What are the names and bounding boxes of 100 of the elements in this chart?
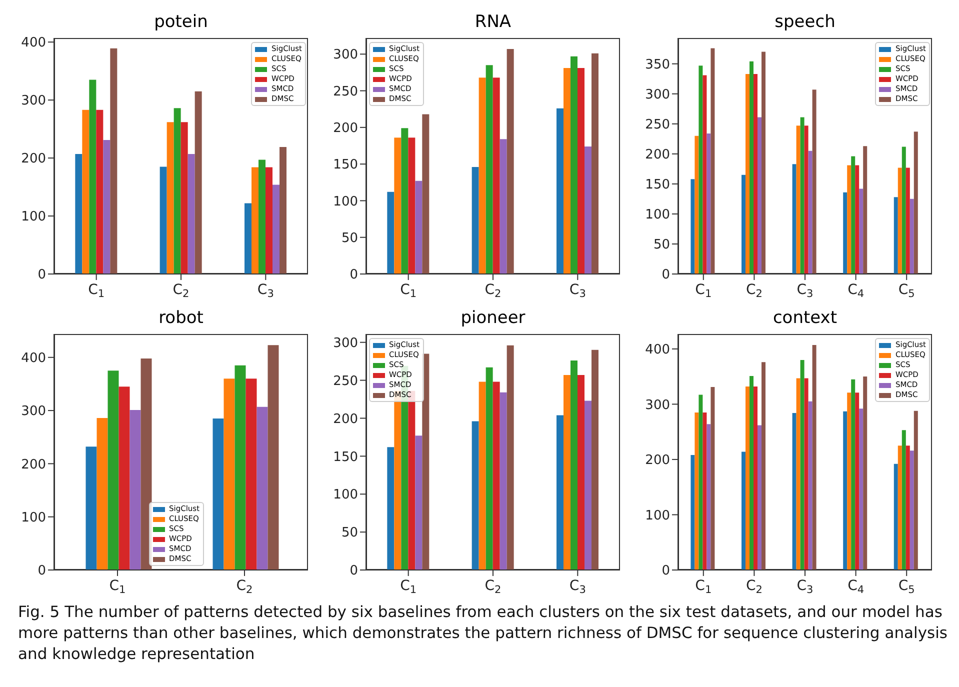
bar: [796, 126, 800, 274]
bar: [564, 374, 570, 570]
bar: [82, 110, 90, 274]
bar: [902, 146, 906, 274]
y-tick-label: 50: [341, 526, 358, 541]
y-tick-label: 50: [341, 230, 358, 246]
x-tick-label: C$_{2}$: [236, 578, 253, 596]
bar: [792, 413, 796, 570]
y-tick-label: 250: [645, 117, 670, 132]
bar: [472, 166, 479, 274]
bar: [266, 167, 272, 274]
bar: [570, 360, 578, 570]
bar: [584, 400, 592, 570]
bar: [698, 394, 703, 570]
bar: [244, 203, 252, 274]
y-tick-label: 200: [333, 121, 358, 136]
bar: [851, 379, 856, 570]
bar: [694, 136, 699, 274]
bar: [800, 360, 804, 570]
y-tick-label: 100: [645, 208, 670, 223]
y-tick-label: 150: [645, 178, 670, 193]
bar: [592, 53, 598, 274]
bar: [584, 146, 592, 274]
bar: [758, 117, 762, 274]
y-tick-label: 0: [350, 564, 358, 579]
x-tick-label: C$_{4}$: [848, 282, 864, 300]
bar: [194, 91, 202, 274]
bar: [118, 386, 130, 570]
bar: [492, 78, 500, 274]
y-tick-label: 150: [333, 450, 358, 465]
bar: [808, 150, 812, 274]
x-tick-label: C$_{1}$: [400, 578, 417, 596]
x-tick-label: C$_{5}$: [898, 282, 915, 300]
bar: [898, 446, 902, 570]
chart-title: context: [772, 308, 838, 328]
bar: [804, 126, 808, 274]
y-tick-label: 400: [21, 36, 46, 51]
bar: [108, 370, 119, 570]
bar: [762, 362, 766, 570]
x-tick-label: C$_{1}$: [400, 282, 417, 300]
bar: [906, 446, 910, 570]
x-tick-label: C$_{1}$: [695, 282, 712, 300]
y-tick-label: 350: [645, 57, 670, 72]
y-tick-label: 250: [333, 374, 358, 389]
y-tick-label: 250: [333, 84, 358, 100]
bar: [500, 139, 507, 274]
bar: [506, 345, 514, 570]
bar: [706, 424, 711, 570]
bar: [702, 75, 707, 274]
bar: [592, 350, 598, 570]
bar: [710, 387, 715, 570]
bar: [863, 376, 868, 570]
bar: [906, 168, 910, 274]
y-tick-label: 300: [645, 398, 670, 413]
bar: [812, 345, 816, 570]
bar: [742, 452, 746, 570]
y-tick-label: 200: [645, 453, 670, 468]
bar: [851, 156, 856, 274]
bar: [859, 188, 864, 274]
bar: [556, 415, 564, 570]
bar: [706, 133, 711, 274]
bar: [166, 122, 174, 274]
bar: [252, 167, 258, 274]
bar: [472, 421, 479, 570]
x-tick-label: C$_{3}$: [569, 578, 586, 596]
bar: [855, 392, 860, 570]
bar: [564, 68, 570, 274]
y-tick-label: 300: [333, 48, 358, 63]
chart-title: RNA: [474, 12, 512, 32]
x-tick-label: C$_{2}$: [746, 282, 762, 300]
bar: [188, 154, 195, 274]
bar: [859, 408, 864, 570]
chart-title: speech: [774, 12, 836, 32]
bar: [224, 378, 235, 570]
bar: [894, 464, 898, 570]
caption: Fig. 5 The number of patterns detected by six baselines from each clusters on the six test datasets, and our model has more patterns than other baselines, which demonstrates the pattern richness of DMSC for sequence clustering analysis and knowledge representation: [18, 603, 948, 663]
bar: [160, 166, 167, 274]
x-tick-label: C$_{1}$: [695, 578, 712, 596]
chart-title: robot: [158, 308, 204, 328]
y-tick-label: 200: [333, 412, 358, 427]
bar: [746, 386, 750, 570]
bar: [855, 165, 860, 274]
bar: [847, 392, 852, 570]
y-tick-label: 100: [333, 488, 358, 503]
y-tick-label: 150: [333, 158, 358, 173]
bar: [910, 450, 914, 570]
x-tick-label: C$_{3}$: [796, 578, 814, 596]
bar: [808, 401, 812, 570]
x-tick-label: C$_{2}$: [484, 578, 502, 596]
y-tick-label: 50: [653, 238, 670, 253]
bar: [408, 138, 416, 274]
y-tick-label: 100: [645, 508, 670, 524]
y-tick-label: 300: [21, 94, 46, 109]
bar: [280, 147, 286, 274]
bar: [268, 345, 279, 570]
bar: [898, 168, 902, 274]
bar: [212, 418, 224, 570]
bar: [478, 382, 486, 570]
y-tick-label: 100: [21, 510, 46, 526]
bar: [710, 48, 715, 274]
